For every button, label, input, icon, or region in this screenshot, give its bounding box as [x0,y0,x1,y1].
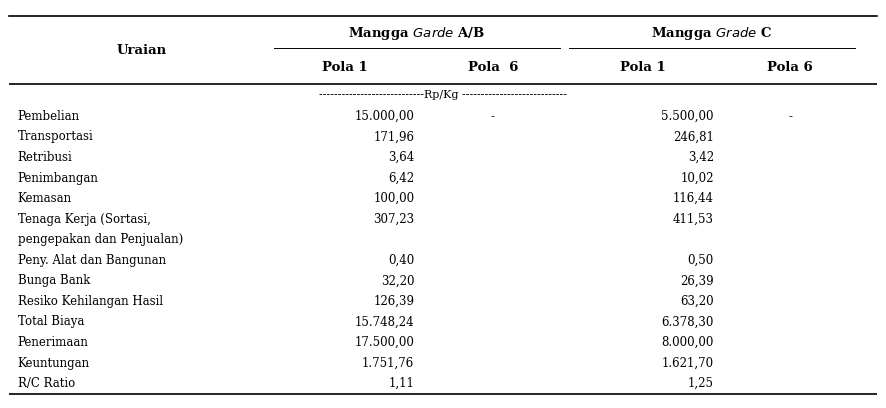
Text: Pola  6: Pola 6 [468,60,518,73]
Text: R/C Ratio: R/C Ratio [18,377,74,390]
Text: Kemasan: Kemasan [18,192,72,205]
Text: 171,96: 171,96 [373,131,415,143]
Text: 10,02: 10,02 [680,171,714,184]
Text: 26,39: 26,39 [680,274,714,287]
Text: 3,64: 3,64 [388,151,415,164]
Text: 3,42: 3,42 [688,151,714,164]
Text: 15.748,24: 15.748,24 [354,315,415,328]
Text: Mangga $\it{Garde}$ A/B: Mangga $\it{Garde}$ A/B [348,24,486,42]
Text: 1,11: 1,11 [388,377,415,390]
Text: 126,39: 126,39 [373,295,415,308]
Text: 1.751,76: 1.751,76 [362,357,415,370]
Text: Peny. Alat dan Bangunan: Peny. Alat dan Bangunan [18,254,166,267]
Text: Pola 6: Pola 6 [767,60,813,73]
Text: 63,20: 63,20 [680,295,714,308]
Text: Total Biaya: Total Biaya [18,315,84,328]
Text: 116,44: 116,44 [672,192,714,205]
Text: 246,81: 246,81 [673,131,714,143]
Text: Mangga $\it{Grade}$ C: Mangga $\it{Grade}$ C [651,24,773,42]
Text: Pembelian: Pembelian [18,110,80,123]
Text: 6.378,30: 6.378,30 [662,315,714,328]
Text: Pola 1: Pola 1 [620,60,665,73]
Text: 8.000,00: 8.000,00 [662,336,714,349]
Text: Tenaga Kerja (Sortasi,: Tenaga Kerja (Sortasi, [18,213,151,226]
Text: 32,20: 32,20 [381,274,415,287]
Text: 6,42: 6,42 [388,171,415,184]
Text: 17.500,00: 17.500,00 [354,336,415,349]
Text: 5.500,00: 5.500,00 [662,110,714,123]
Text: 0,50: 0,50 [688,254,714,267]
Text: 1.621,70: 1.621,70 [662,357,714,370]
Text: Keuntungan: Keuntungan [18,357,89,370]
Text: 100,00: 100,00 [373,192,415,205]
Text: Uraian: Uraian [116,44,167,57]
Text: Penerimaan: Penerimaan [18,336,89,349]
Text: -: - [789,110,792,123]
Text: 411,53: 411,53 [672,213,714,226]
Text: pengepakan dan Penjualan): pengepakan dan Penjualan) [18,233,183,246]
Text: 0,40: 0,40 [388,254,415,267]
Text: Retribusi: Retribusi [18,151,73,164]
Text: 307,23: 307,23 [373,213,415,226]
Text: ----------------------------Rp/Kg ----------------------------: ----------------------------Rp/Kg ------… [319,90,567,100]
Text: 1,25: 1,25 [688,377,714,390]
Text: Pola 1: Pola 1 [323,60,369,73]
Text: 15.000,00: 15.000,00 [354,110,415,123]
Text: Bunga Bank: Bunga Bank [18,274,89,287]
Text: Resiko Kehilangan Hasil: Resiko Kehilangan Hasil [18,295,163,308]
Text: Transportasi: Transportasi [18,131,93,143]
Text: -: - [491,110,495,123]
Text: Penimbangan: Penimbangan [18,171,98,184]
